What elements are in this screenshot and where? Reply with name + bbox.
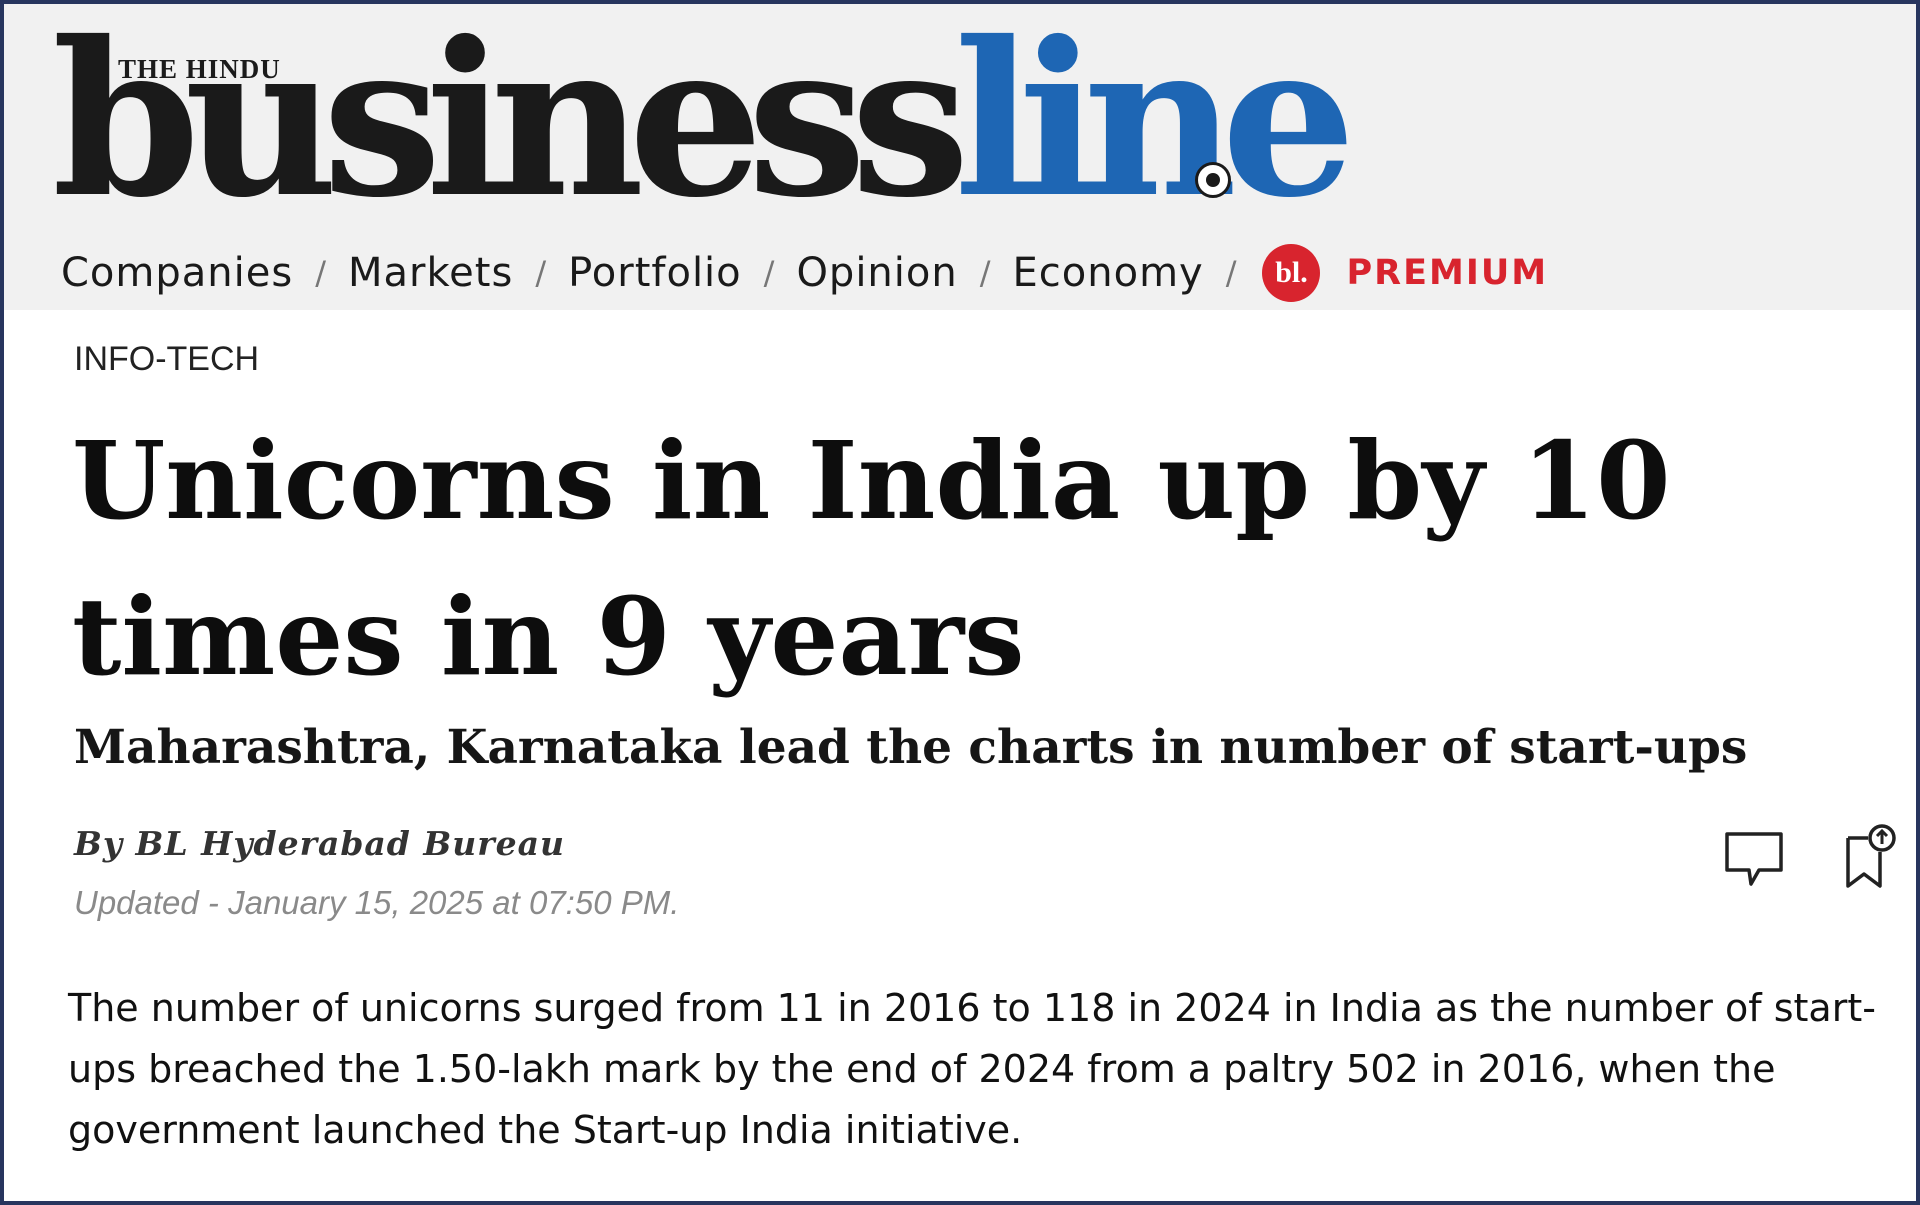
article-body-paragraph: The number of unicorns surged from 11 in… [68, 986, 1876, 1152]
main-nav: Companies / Markets / Portfolio / Opinio… [61, 244, 1548, 302]
nav-item-portfolio[interactable]: Portfolio [568, 250, 742, 296]
article-byline[interactable]: By BL Hyderabad Bureau [74, 824, 565, 863]
nav-item-markets[interactable]: Markets [347, 250, 514, 296]
nav-separator: / [1225, 254, 1237, 292]
logo-word-line: line [953, 0, 1356, 244]
nav-separator: / [763, 254, 775, 292]
article-subhead: Maharashtra, Karnataka lead the charts i… [74, 720, 1748, 775]
section-kicker[interactable]: INFO-TECH [74, 340, 260, 378]
nav-separator: / [979, 254, 991, 292]
site-logo[interactable]: businessline THE HINDU [52, 14, 1356, 226]
logo-the-hindu: THE HINDU [118, 54, 281, 84]
logo-word-business: business [52, 0, 970, 244]
comment-icon[interactable] [1723, 830, 1785, 888]
bookmark-icon[interactable] [1842, 822, 1900, 890]
nav-item-companies[interactable]: Companies [61, 250, 294, 296]
article-updated-timestamp: Updated - January 15, 2025 at 07:50 PM. [74, 884, 680, 921]
site-header: businessline THE HINDU Companies / Marke… [4, 4, 1916, 310]
nav-item-economy[interactable]: Economy [1012, 250, 1204, 296]
nav-item-premium[interactable]: PREMIUM [1346, 253, 1549, 293]
nav-item-opinion[interactable]: Opinion [796, 250, 958, 296]
premium-badge-icon[interactable]: bl. [1262, 244, 1321, 302]
logo-wordmark: businessline [52, 14, 1356, 226]
logo-dot-icon [1195, 162, 1231, 198]
nav-separator: / [535, 254, 547, 292]
nav-separator: / [315, 254, 326, 292]
article-headline: Unicorns in India up by 10 times in 9 ye… [72, 419, 1671, 700]
